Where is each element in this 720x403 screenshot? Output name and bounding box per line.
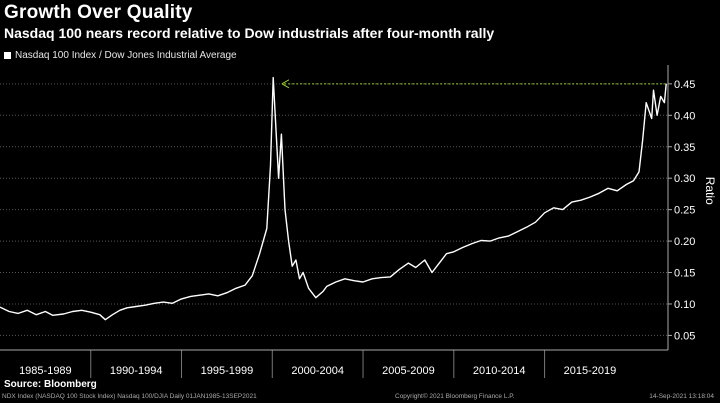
x-tick-label: 2010-2014 xyxy=(473,365,526,377)
footer-series-note: NDX Index (NASDAQ 100 Stock Index) Nasda… xyxy=(2,393,257,400)
series-line xyxy=(0,76,667,321)
x-tick-label: 1995-1999 xyxy=(201,365,254,377)
annotation-arrow xyxy=(281,79,667,89)
y-tick-label: 0.05 xyxy=(674,330,695,342)
x-tick-label: 1990-1994 xyxy=(110,365,163,377)
y-tick-label: 0.25 xyxy=(674,205,695,217)
x-tick-label: 2005-2009 xyxy=(382,365,435,377)
y-tick-label: 0.20 xyxy=(674,236,695,248)
footer-timestamp: 14-Sep-2021 13:18:04 xyxy=(649,393,714,400)
legend-swatch xyxy=(4,52,11,59)
x-tick-label: 2015-2019 xyxy=(564,365,617,377)
y-axis: 0.05 0.10 0.15 0.20 0.25 0.30 0.35 0.40 0.45 xyxy=(667,65,695,350)
y-axis-label: Ratio xyxy=(703,177,717,205)
legend: Nasdaq 100 Index / Dow Jones Industrial … xyxy=(4,50,237,61)
y-tick-label: 0.35 xyxy=(674,142,695,154)
footer-copyright: Copyright© 2021 Bloomberg Finance L.P. xyxy=(395,393,515,400)
series-group xyxy=(0,76,667,321)
source-note: Source: Bloomberg xyxy=(4,379,97,390)
x-tick-label: 2000-2004 xyxy=(291,365,344,377)
x-tick-label: 1985-1989 xyxy=(19,365,72,377)
x-axis: 1985-1989 1990-1994 1995-1999 2000-2004 2005… xyxy=(0,349,668,377)
gridlines xyxy=(0,83,668,336)
chart-title: Growth Over Quality xyxy=(4,2,193,23)
y-tick-label: 0.10 xyxy=(674,299,695,311)
legend-label: Nasdaq 100 Index / Dow Jones Industrial … xyxy=(15,50,237,61)
y-tick-label: 0.45 xyxy=(674,79,695,91)
x-separators xyxy=(90,350,546,378)
chart-subtitle: Nasdaq 100 nears record relative to Dow … xyxy=(4,25,495,41)
y-tick-label: 0.15 xyxy=(674,268,695,280)
y-tick-label: 0.30 xyxy=(674,173,695,185)
y-tick-label: 0.40 xyxy=(674,110,695,122)
arrow-head xyxy=(281,79,290,89)
